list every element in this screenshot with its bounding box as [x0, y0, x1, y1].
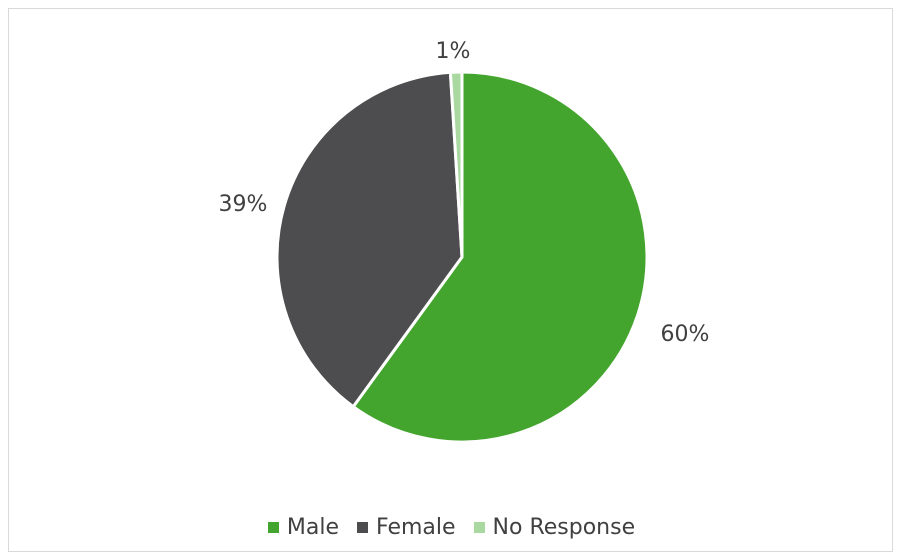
data-label-male: 60% — [661, 322, 710, 347]
legend-swatch-male — [267, 521, 279, 533]
pie-slice-male — [351, 70, 649, 444]
legend-swatch-female — [357, 521, 368, 533]
pie-slice-female — [275, 70, 464, 409]
legend-label-no-response: No Response — [492, 514, 636, 540]
legend-label-male: Male — [286, 514, 339, 540]
legend-item-female: Female — [357, 515, 456, 540]
data-label-female: 39% — [219, 192, 268, 217]
pie-slice-no-response — [448, 70, 464, 259]
legend-item-male: Male — [267, 514, 339, 540]
legend: Male Female No Response — [0, 512, 903, 542]
data-label-no-response: 1% — [436, 39, 471, 64]
legend-swatch-no-response — [473, 521, 485, 533]
legend-label-female: Female — [376, 514, 456, 540]
legend-item-no-response: No Response — [473, 514, 636, 540]
